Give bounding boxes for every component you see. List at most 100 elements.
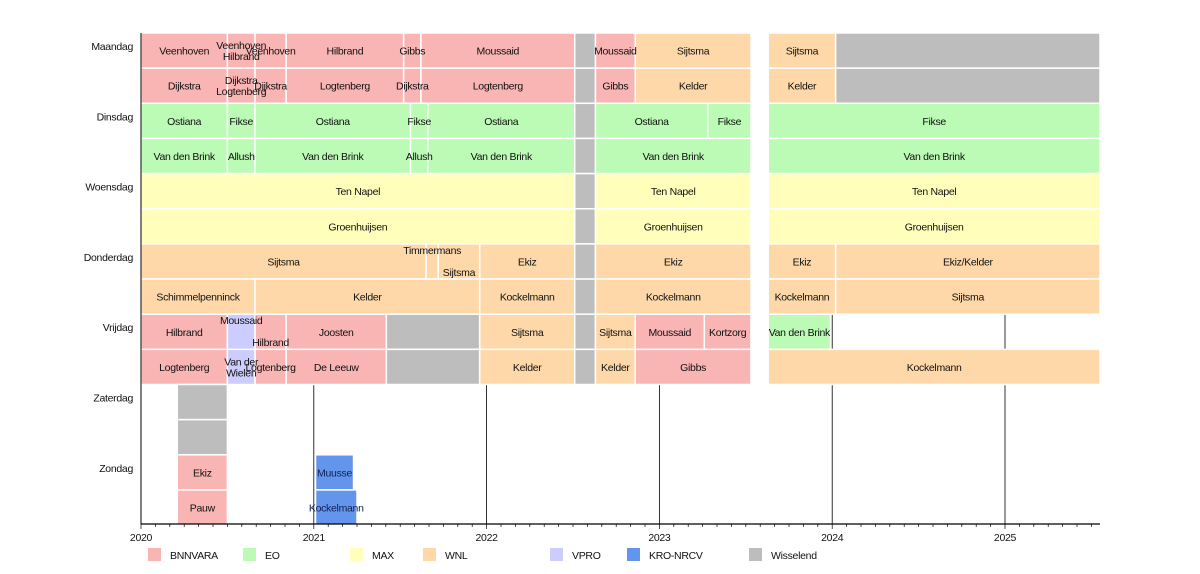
segment-label: Ostiana <box>484 116 519 128</box>
day-labels: Maandag Dinsdag Woensdag Donderdag Vrijdag Za… <box>84 41 134 475</box>
segment-label: Logtenberg <box>473 81 524 93</box>
segment-label: Kelder <box>353 292 382 304</box>
segment-bar <box>767 208 1101 245</box>
segment-label: Ostiana <box>635 116 670 128</box>
segment-label: Van der Wielen <box>224 356 259 379</box>
day-label: Zaterdag <box>93 393 133 405</box>
legend-swatch <box>627 548 640 561</box>
legend: BNNVARA EO MAX WNL VPRO KRO-NRCV Wisselend <box>148 548 817 562</box>
segment-bar <box>834 67 1101 105</box>
segment-bar <box>176 383 229 421</box>
segment-bar <box>140 278 256 315</box>
legend-label: MAX <box>372 550 394 562</box>
segment-label: Kockelmann <box>646 292 701 304</box>
segment-bar <box>385 348 481 386</box>
segment-label: Kelder <box>601 362 630 374</box>
segment-label: Fikse <box>229 116 253 128</box>
segment-label: Sijtsma <box>511 327 544 339</box>
segment-label: Muusse <box>317 467 352 479</box>
segment-bar <box>140 313 229 351</box>
day-label: Vrijdag <box>103 322 134 334</box>
segment-label: Sijtsma <box>599 327 632 339</box>
segment-bar <box>573 172 597 210</box>
segment-bar <box>254 278 481 315</box>
segment-label: Ekiz <box>193 467 212 479</box>
segment-label: Ekiz <box>664 256 683 268</box>
segment-bar <box>767 348 1101 386</box>
legend-swatch <box>350 548 363 561</box>
segment-label: Gibbs <box>399 46 425 58</box>
segment-label: Gibbs <box>680 362 706 374</box>
legend-label: KRO-NRCV <box>649 550 703 562</box>
segment-label: Joosten <box>319 327 354 339</box>
segment-label: Moussaid <box>648 327 691 339</box>
segment-label: Sijtsma <box>952 292 985 304</box>
segment-label: Ten Napel <box>651 186 696 198</box>
segment-bar <box>707 102 752 140</box>
day-label: Woensdag <box>85 182 133 194</box>
segment-label: Groenhuijsen <box>644 221 703 233</box>
segment-bar <box>285 348 388 386</box>
segment-label: Veenhoven <box>246 46 296 58</box>
segment-label: Allush <box>406 151 433 163</box>
segment-label: Sijtsma <box>677 46 710 58</box>
segment-label: Fikse <box>922 116 946 128</box>
segment-bar <box>573 313 597 351</box>
segment-label: Sijtsma <box>786 46 819 58</box>
segment-bar <box>573 208 597 245</box>
segment-bar <box>176 489 229 526</box>
x-axis: 2020 2021 2022 2023 2024 2025 <box>130 33 1101 544</box>
segment-label: Hilbrand <box>166 327 203 339</box>
segment-label: Fikse <box>407 116 431 128</box>
segment-bar <box>176 454 229 491</box>
segment-label: Schimmelpenninck <box>156 292 240 304</box>
segment-label: Timmermans <box>403 245 461 257</box>
segment-bar <box>427 102 576 140</box>
legend-label: WNL <box>445 550 468 562</box>
segment-label: Logtenberg <box>320 81 371 93</box>
segment-label: Moussaid <box>594 46 637 58</box>
segment-bar <box>834 278 1101 315</box>
segment-bar <box>634 348 752 386</box>
segment-bar <box>767 67 837 105</box>
segment-label: Kockelmann <box>309 503 364 515</box>
segment-label: Kockelmann <box>907 362 962 374</box>
segment-bar <box>573 32 597 69</box>
segment-label: Pauw <box>190 503 216 515</box>
segment-bar <box>437 243 481 280</box>
x-tick-label: 2023 <box>648 532 671 544</box>
segment-label: Ten Napel <box>912 186 957 198</box>
segment-label: Logtenberg <box>159 362 210 374</box>
segment-bar <box>594 278 752 315</box>
segment-label: Groenhuijsen <box>328 221 387 233</box>
segment-bar <box>226 348 256 386</box>
day-label: Zondag <box>99 463 133 475</box>
segment-label: Moussaid <box>477 46 520 58</box>
segment-label: Ostiana <box>167 116 202 128</box>
segment-bar <box>767 102 1101 140</box>
segment-bar <box>594 172 752 210</box>
segment-label: Dijkstra <box>254 81 287 93</box>
segment-label: Van den Brink <box>904 151 966 163</box>
segment-label: Kockelmann <box>500 292 555 304</box>
segment-label: Fikse <box>718 116 742 128</box>
day-label: Dinsdag <box>97 111 134 123</box>
segment-bar <box>176 418 229 456</box>
segment-bar <box>385 313 481 351</box>
segment-label: Gibbs <box>602 81 628 93</box>
legend-swatch <box>550 548 563 561</box>
segment-label: Ekiz <box>793 256 812 268</box>
legend-swatch <box>749 548 762 561</box>
segment-label: Allush <box>228 151 255 163</box>
legend-label: BNNVARA <box>170 550 218 562</box>
segment-bar <box>767 243 837 280</box>
legend-label: VPRO <box>572 550 601 562</box>
legend-label: Wisselend <box>771 550 817 562</box>
segment-bar <box>285 313 388 351</box>
day-label: Maandag <box>91 41 133 53</box>
segment-label: Hilbrand <box>327 46 364 58</box>
segment-bar <box>834 243 1101 280</box>
segment-bar <box>767 313 832 351</box>
segment-label: Ten Napel <box>336 186 381 198</box>
legend-label: EO <box>265 550 280 562</box>
